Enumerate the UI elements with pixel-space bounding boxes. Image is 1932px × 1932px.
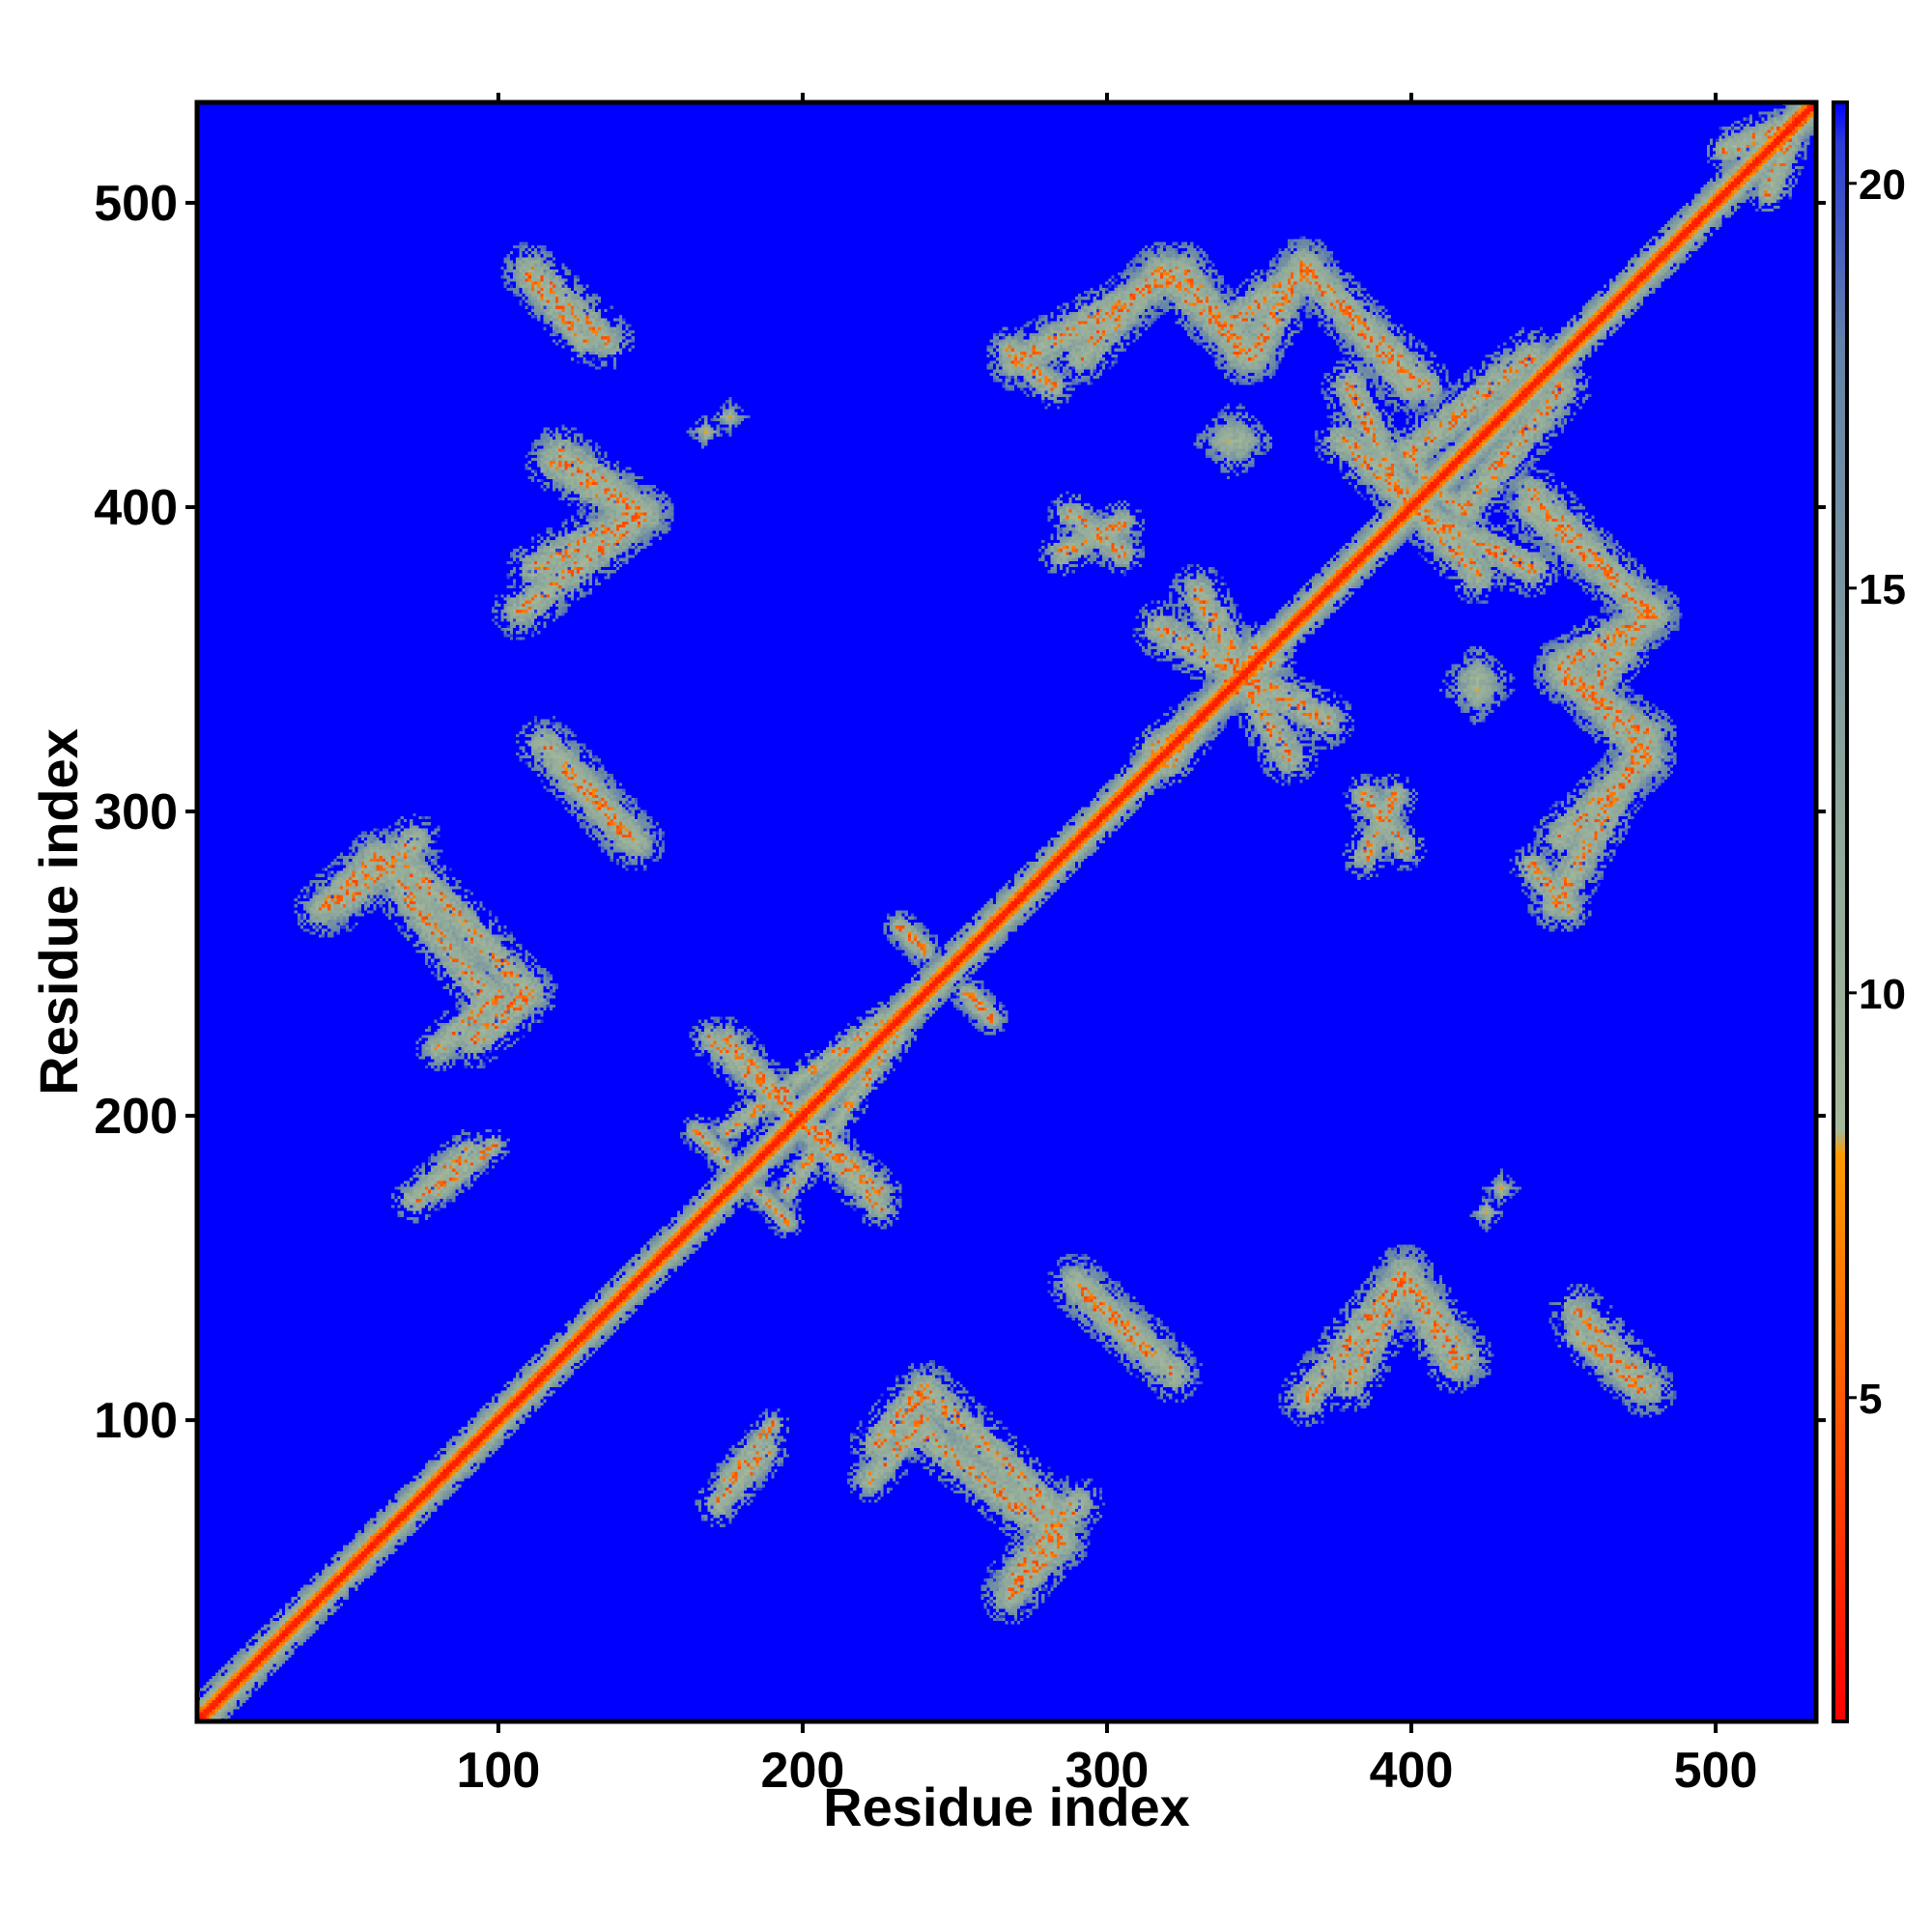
x-tick-label: 500 xyxy=(1674,1743,1758,1799)
x-axis-label: Residue index xyxy=(823,1776,1190,1837)
x-tick-label: 100 xyxy=(457,1743,541,1799)
colorbar-gradient xyxy=(1832,100,1849,1723)
colorbar-tick-label: 10 xyxy=(1859,971,1906,1018)
y-tick-label: 500 xyxy=(94,176,178,232)
y-tick-label: 300 xyxy=(94,784,178,840)
y-tick-label: 100 xyxy=(94,1393,178,1449)
colorbar: 5 10 15 20 xyxy=(1832,100,1906,1723)
x-tick-label: 200 xyxy=(761,1743,845,1799)
y-tick-label: 400 xyxy=(94,480,178,536)
y-tick-label: 200 xyxy=(94,1089,178,1145)
y-axis-label: Residue index xyxy=(28,728,89,1095)
x-tick-label: 400 xyxy=(1370,1743,1454,1799)
heatmap-plot-area xyxy=(197,102,1816,1721)
heatmap-cells xyxy=(197,102,1816,1721)
axes: 100 200 300 400 500 100 200 300 400 500 xyxy=(94,93,1826,1799)
colorbar-tick-label: 20 xyxy=(1859,161,1906,209)
colorbar-tick-label: 15 xyxy=(1859,566,1906,613)
x-tick-label: 300 xyxy=(1065,1743,1150,1799)
plot-frame xyxy=(194,99,1819,1724)
colorbar-tick-label: 5 xyxy=(1859,1376,1882,1423)
